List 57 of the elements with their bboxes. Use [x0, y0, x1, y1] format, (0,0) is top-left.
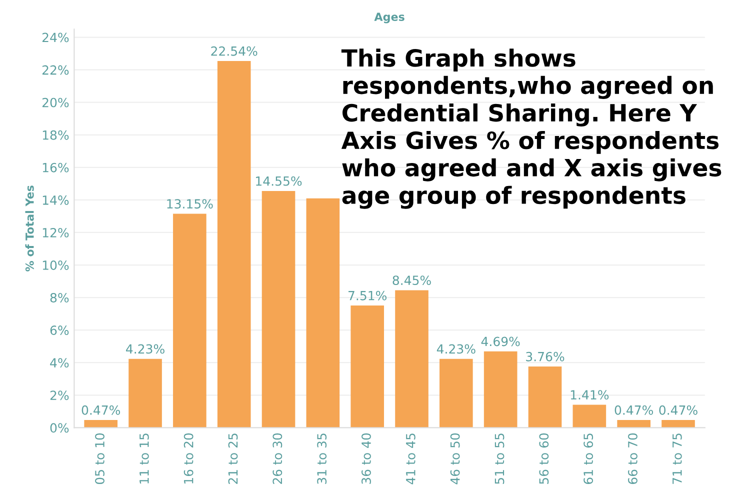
- x-tick-label: 26 to 30: [272, 433, 282, 484]
- y-tick-label: 6%: [50, 326, 69, 336]
- x-tick-label: 56 to 60: [539, 433, 549, 484]
- bar: [617, 420, 650, 428]
- bar: [262, 191, 296, 428]
- y-tick-label: 10%: [42, 260, 69, 270]
- x-tick-label: 41 to 45: [406, 434, 416, 484]
- data-label: 0.47%: [614, 405, 653, 415]
- x-tick-label: 21 to 25: [228, 434, 238, 484]
- y-tick-label: 18%: [42, 130, 69, 140]
- bar: [350, 306, 384, 428]
- x-tick-label: 16 to 20: [184, 433, 194, 484]
- chart-title: Ages: [374, 12, 404, 24]
- x-tick-label: 61 to 65: [584, 434, 594, 484]
- data-label: 0.47%: [82, 405, 120, 415]
- data-label: 14.55%: [256, 176, 302, 186]
- x-tick-label: 31 to 35: [317, 434, 327, 484]
- x-tick-label: 71 to 75: [672, 434, 682, 484]
- data-label: 4.23%: [126, 344, 164, 354]
- x-tick-label: 11 to 15: [140, 434, 149, 484]
- y-tick-label: 20%: [42, 98, 69, 108]
- x-tick-label: 66 to 70: [628, 433, 638, 484]
- bar: [662, 420, 695, 428]
- bar: [395, 290, 428, 428]
- data-label: 4.69%: [481, 336, 520, 346]
- bar: [173, 214, 206, 428]
- bar: [128, 358, 162, 428]
- data-label: 7.51%: [348, 290, 387, 300]
- x-tick-label: 46 to 50: [450, 433, 460, 484]
- y-tick-label: 12%: [42, 228, 69, 238]
- bar: [440, 358, 473, 428]
- bar: [217, 61, 251, 428]
- y-axis-title: % of Total Yes: [25, 186, 34, 272]
- y-tick-label: 4%: [50, 358, 69, 368]
- y-tick-label: 2%: [50, 390, 69, 400]
- x-tick-label: 36 to 40: [362, 433, 371, 484]
- y-tick-label: 22%: [42, 65, 69, 75]
- bar: [84, 420, 118, 428]
- bar: [484, 351, 518, 428]
- data-label: 13.15%: [167, 199, 213, 209]
- annotation: This Graph shows respondents,who agreed on Credential Sharing. Here Y Axis Gives % of respondents who agreed and X axis gives age group of respondents: [341, 48, 722, 209]
- data-label: 3.76%: [526, 352, 564, 362]
- bar: [572, 404, 606, 428]
- data-label: 4.23%: [436, 344, 476, 354]
- data-label: 22.54%: [211, 46, 258, 56]
- data-label: 0.47%: [659, 405, 698, 415]
- y-tick-label: 16%: [42, 162, 69, 172]
- x-tick-label: 51 to 55: [494, 434, 504, 484]
- y-tick-label: 8%: [50, 293, 69, 302]
- data-label: 8.45%: [392, 276, 431, 286]
- y-tick-label: 24%: [42, 32, 69, 42]
- bar: [528, 366, 562, 428]
- y-tick-label: 0%: [50, 423, 69, 433]
- y-tick-label: 14%: [42, 195, 69, 205]
- bar: [306, 198, 340, 428]
- data-label: 1.41%: [570, 390, 609, 400]
- x-tick-label: 05 to 10: [95, 433, 104, 484]
